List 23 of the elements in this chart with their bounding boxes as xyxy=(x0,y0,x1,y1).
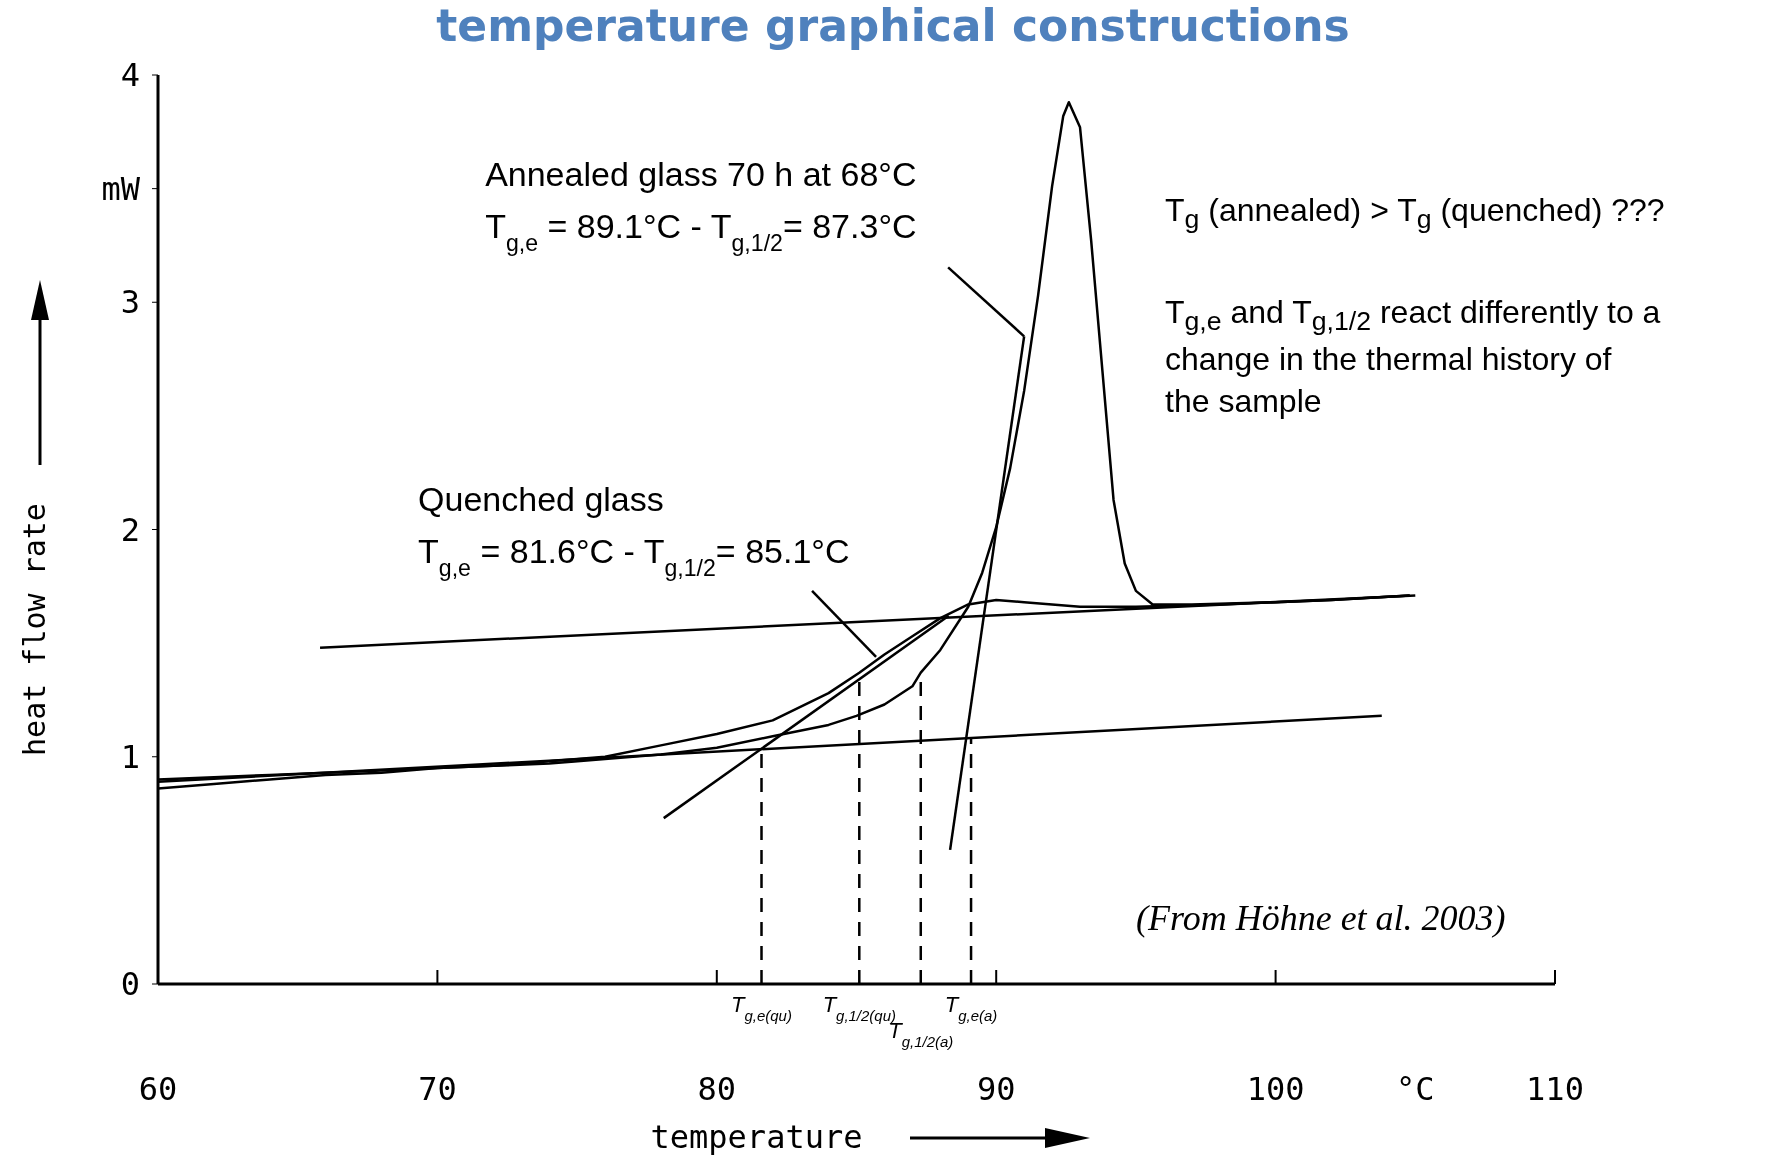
x-tick-label: 70 xyxy=(418,1070,457,1108)
annotation: Annealed glass 70 h at 68°C T$_{g,e}$ = 89.1°C - T$_{g,1/2}$= 87.3°C xyxy=(485,155,917,257)
y-tick-label: mW xyxy=(101,169,141,208)
annotation: T$_{g,e}$ and T$_{g,1/2}$ react differently to a change in the thermal history of the sample xyxy=(1165,293,1661,421)
annotation: T$_{g}$ (annealed) > T$_{g}$ (quenched) ??? xyxy=(1165,191,1665,237)
annotation: (From Höhne et al. 2003) xyxy=(1136,897,1506,940)
x-tick-label: °C xyxy=(1396,1070,1435,1108)
y-tick-label: 4 xyxy=(120,56,140,94)
x-tick-label: 100 xyxy=(1246,1070,1305,1108)
annotation: Quenched glass T$_{g,e}$ = 81.6°C - T$_{g,1/2}$= 85.1°C xyxy=(418,479,850,581)
y-tick-label: 2 xyxy=(120,510,140,549)
y-axis-title: heat flow rate xyxy=(16,503,52,756)
x-tick-label: 60 xyxy=(138,1070,178,1108)
x-tick-label: 80 xyxy=(697,1070,737,1108)
annotation: T$_{g,e(a)}$ xyxy=(944,992,998,1024)
x-tick-label: 110 xyxy=(1526,1070,1584,1108)
y-tick-label: 3 xyxy=(120,283,140,322)
x-axis-title: temperature xyxy=(650,1118,863,1156)
y-tick-label: 1 xyxy=(120,737,140,776)
x-tick-label: 90 xyxy=(976,1070,1016,1108)
chart-title: temperature graphical constructions xyxy=(435,0,1351,51)
y-tick-label: 0 xyxy=(120,965,140,1003)
annotation: T$_{g,e(qu)}$ xyxy=(731,992,792,1024)
